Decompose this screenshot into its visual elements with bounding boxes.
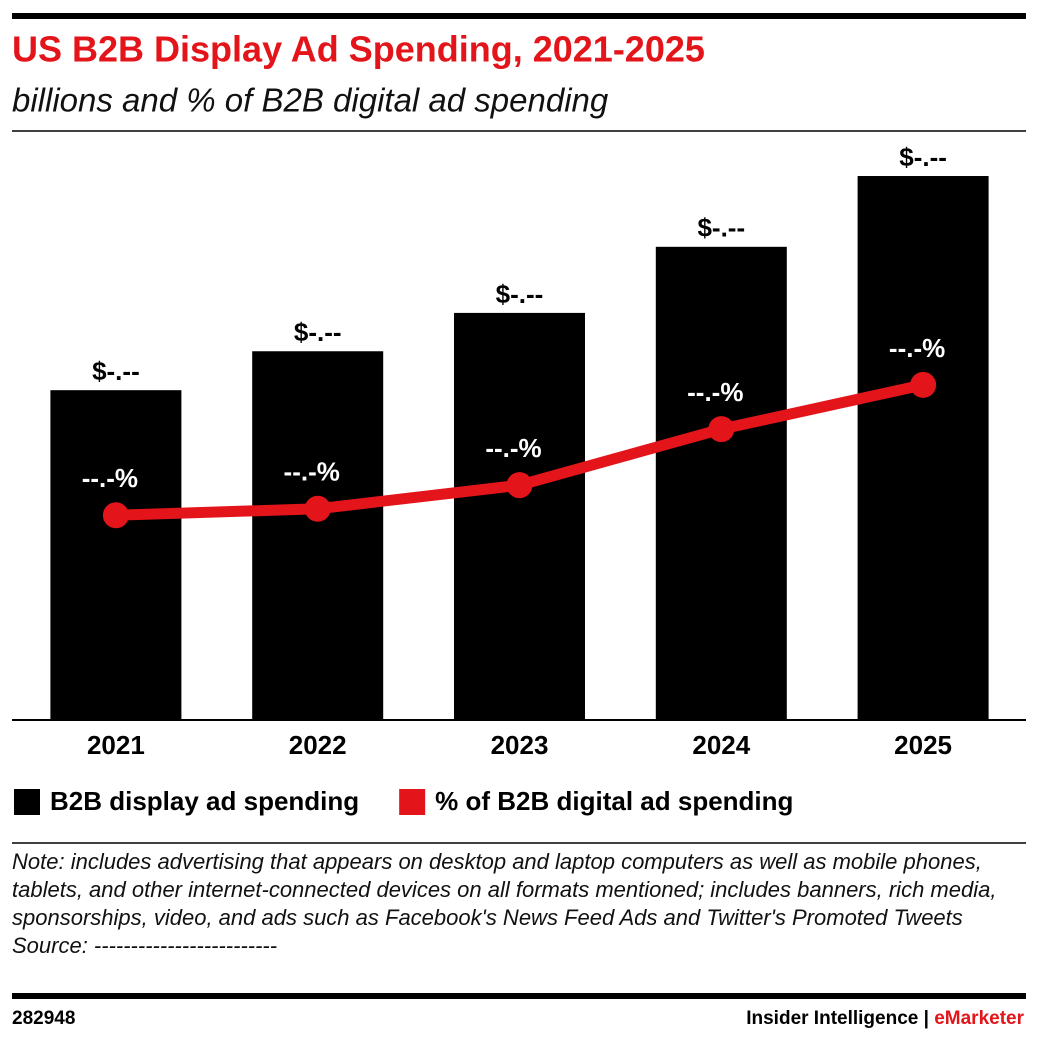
line-point xyxy=(304,495,331,522)
x-tick-label: 2022 xyxy=(289,730,347,760)
bar xyxy=(50,390,182,720)
legend-swatch xyxy=(399,789,426,815)
line-point xyxy=(506,472,533,499)
bar xyxy=(655,246,787,720)
line-point xyxy=(910,371,937,398)
x-tick-label: 2023 xyxy=(491,730,549,760)
line-value-label: --.-% xyxy=(284,457,340,487)
x-tick-label: 2025 xyxy=(894,730,952,760)
bar-value-label: $-.-- xyxy=(899,142,947,172)
chart-id: 282948 xyxy=(12,1008,75,1029)
line-value-label: --.-% xyxy=(687,377,743,407)
x-tick-label: 2021 xyxy=(87,730,145,760)
bar-value-label: $-.-- xyxy=(92,356,140,386)
brand-name: Insider Intelligence | xyxy=(746,1008,929,1029)
bar-value-label: $-.-- xyxy=(697,213,745,243)
legend-swatch xyxy=(14,789,40,815)
x-tick-label: 2024 xyxy=(692,730,750,760)
top-rule xyxy=(12,13,1026,19)
bar-value-label: $-.-- xyxy=(496,279,544,309)
legend-label: B2B display ad spending xyxy=(50,786,359,816)
line-value-label: --.-% xyxy=(889,333,945,363)
note-block: Note: includes advertising that appears … xyxy=(12,848,1024,960)
chart-subtitle: billions and % of B2B digital ad spendin… xyxy=(12,82,609,119)
brand-highlight: eMarketer xyxy=(934,1008,1024,1029)
line-value-label: --.-% xyxy=(485,433,541,463)
bar xyxy=(454,312,585,720)
line-point xyxy=(102,502,129,529)
source: Source: ------------------------- xyxy=(12,933,278,958)
line-value-label: --.-% xyxy=(82,463,138,493)
bar xyxy=(252,351,384,720)
note: Note: includes advertising that appears … xyxy=(12,849,997,930)
bar xyxy=(857,176,989,720)
chart-title: US B2B Display Ad Spending, 2021-2025 xyxy=(12,29,705,70)
bar-value-label: $-.-- xyxy=(294,317,342,347)
legend-label: % of B2B digital ad spending xyxy=(435,786,793,816)
line-point xyxy=(708,416,735,443)
brand: Insider Intelligence | eMarketer xyxy=(746,1008,1024,1029)
bottom-rule xyxy=(12,993,1026,999)
